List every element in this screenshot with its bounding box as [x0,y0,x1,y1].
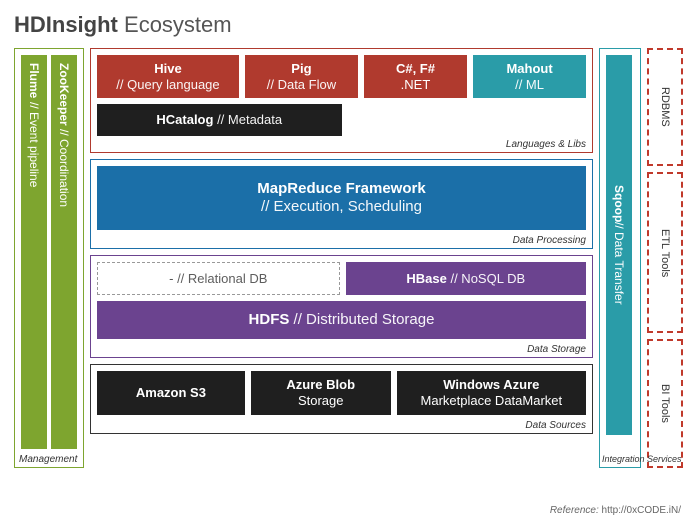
storage-label: Data Storage [527,344,586,355]
hive-box: Hive// Query language [97,55,239,98]
azureblob-box: Azure BlobStorage [251,371,391,414]
rdbms-box: RDBMS [647,48,683,166]
zookeeper-box: ZooKeeper // Coordination [51,55,77,449]
hdfs-box: HDFS // Distributed Storage [97,301,586,339]
mahout-box: Mahout// ML [473,55,586,98]
external-col: RDBMS ETL Tools BI Tools [647,48,683,468]
center-stack: Hive// Query language Pig// Data Flow C#… [90,48,593,488]
etl-box: ETL Tools [647,172,683,333]
integration-label: Integration Services [602,455,638,465]
processing-group: MapReduce Framework// Execution, Schedul… [90,159,593,249]
relationaldb-box: - // Relational DB [97,262,340,296]
management-label: Management [19,454,77,465]
page-title: HDInsight Ecosystem [14,12,683,38]
integration-group: Sqoop// Data Transfer Integration Servic… [599,48,641,468]
bi-box: BI Tools [647,339,683,468]
langs-group: Hive// Query language Pig// Data Flow C#… [90,48,593,153]
s3-box: Amazon S3 [97,371,245,414]
pig-box: Pig// Data Flow [245,55,358,98]
hbase-box: HBase // NoSQL DB [346,262,587,296]
processing-label: Data Processing [513,235,586,246]
flume-box: Flume // Event pipeline [21,55,47,449]
diagram: Flume // Event pipeline ZooKeeper // Coo… [14,48,683,488]
dotnet-box: C#, F#.NET [364,55,467,98]
hcatalog-box: HCatalog // Metadata [97,104,342,136]
mapreduce-box: MapReduce Framework// Execution, Schedul… [97,166,586,230]
sqoop-box: Sqoop// Data Transfer [606,55,632,435]
storage-group: - // Relational DB HBase // NoSQL DB HDF… [90,255,593,359]
datamarket-box: Windows AzureMarketplace DataMarket [397,371,586,414]
management-group: Flume // Event pipeline ZooKeeper // Coo… [14,48,84,468]
sources-group: Amazon S3 Azure BlobStorage Windows Azur… [90,364,593,433]
sources-label: Data Sources [525,420,586,431]
reference: Reference: http://0xCODE.iN/ [550,505,681,516]
langs-label: Languages & Libs [506,139,586,150]
